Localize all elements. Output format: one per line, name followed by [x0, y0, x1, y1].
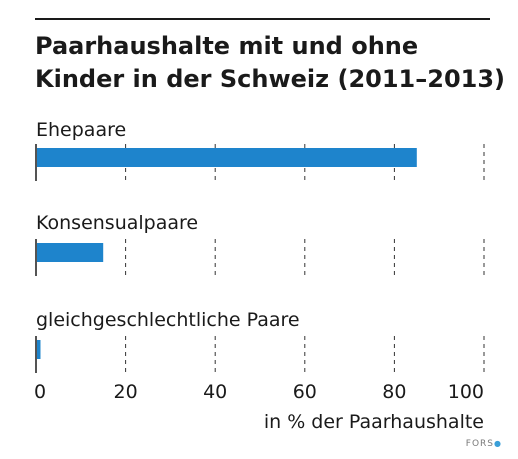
source-dot-icon: ●	[494, 439, 502, 448]
x-tick-label-20: 20	[114, 381, 138, 403]
source-credit: FORS●	[466, 439, 502, 449]
top-rule	[35, 18, 490, 20]
x-tick-label-80: 80	[382, 381, 406, 403]
chart-title: Paarhaushalte mit und ohne Kinder in der…	[35, 32, 506, 93]
x-axis-label: in % der Paarhaushalte	[264, 411, 484, 433]
category-label-1: Ehepaare	[36, 119, 126, 141]
bars	[37, 148, 417, 359]
bar-1	[37, 148, 417, 167]
x-tick-labels: 0 20 40 60 80 100	[34, 381, 484, 403]
category-label-3: gleichgeschlechtliche Paare	[36, 309, 300, 331]
x-tick-label-100: 100	[448, 381, 484, 403]
x-tick-label-60: 60	[293, 381, 317, 403]
bar-3	[37, 340, 41, 359]
x-tick-label-0: 0	[34, 381, 46, 403]
bar-2	[37, 243, 104, 262]
category-label-2: Konsensualpaare	[36, 212, 198, 234]
source-label: FORS	[465, 439, 495, 449]
category-labels: Ehepaare Konsensualpaare gleichgeschlechtl…	[36, 119, 300, 331]
x-tick-label-40: 40	[203, 381, 227, 403]
